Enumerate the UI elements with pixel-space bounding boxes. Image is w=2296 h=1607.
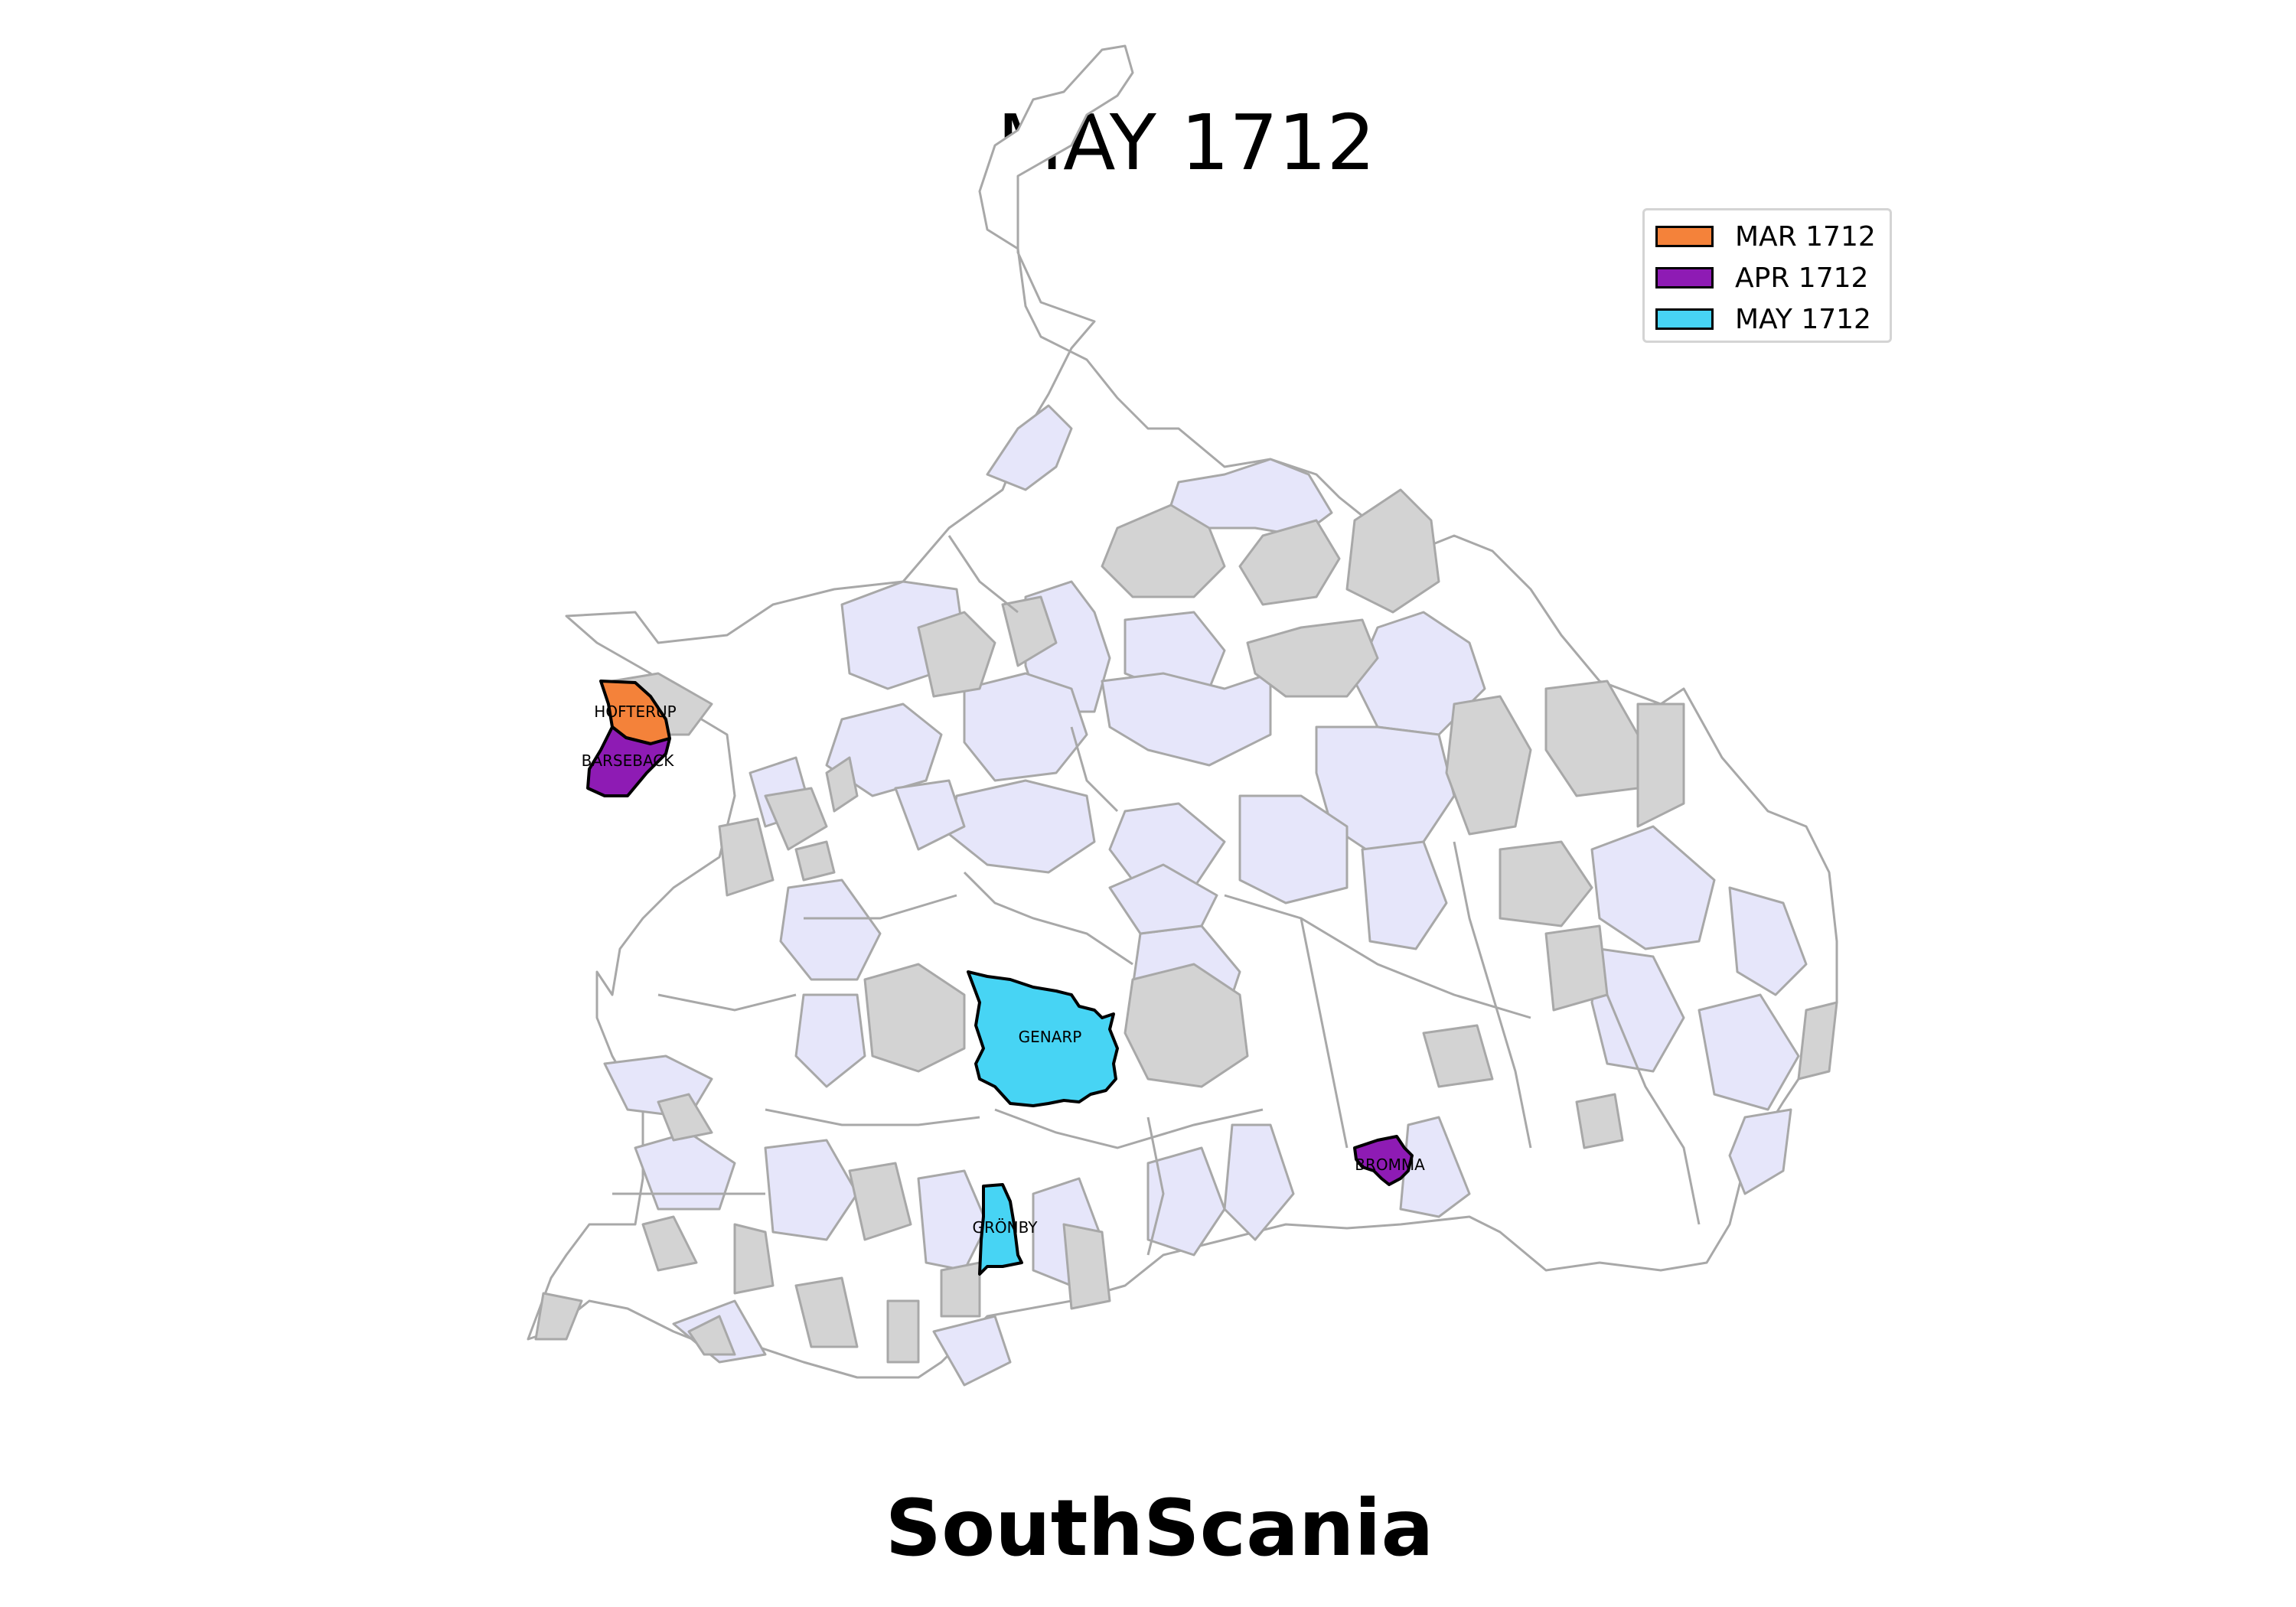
parish-barseback [586, 725, 671, 797]
parish [1445, 695, 1532, 836]
parish [894, 779, 966, 851]
parish [794, 840, 836, 882]
parish-labels: HOFTERUP BARSEBACK BROMMA GENARP GRÖNBY [582, 702, 1425, 1237]
label-barseback: BARSEBACK [582, 751, 675, 770]
boundary [1300, 918, 1349, 1149]
parish [657, 1093, 713, 1142]
parish [1636, 702, 1685, 828]
boundary [1070, 726, 1119, 813]
parish [1590, 825, 1716, 950]
boundary [1224, 894, 1531, 1019]
parish [718, 817, 775, 897]
parish [932, 1315, 1012, 1387]
legend-item-apr: APR 1712 [1655, 262, 1869, 294]
parish [534, 1292, 583, 1341]
parish [764, 1139, 859, 1241]
parish-gronby [978, 1183, 1023, 1276]
boundary [1453, 841, 1532, 1149]
label-genarp: GENARP [1019, 1028, 1082, 1046]
parish [863, 963, 966, 1073]
parish-boundaries [612, 535, 1701, 1256]
map-footer-region: SouthScania [885, 1483, 1434, 1574]
parish [917, 611, 996, 698]
parish [1361, 840, 1448, 950]
parish [1797, 1001, 1838, 1081]
boundary [963, 871, 1133, 966]
parish [848, 1162, 912, 1241]
parish [1223, 1123, 1295, 1241]
parish [963, 672, 1088, 782]
legend-swatch-may [1655, 308, 1714, 330]
parish [794, 1276, 859, 1348]
parish [947, 779, 1096, 874]
legend: MAR 1712 APR 1712 MAY 1712 [1642, 208, 1892, 343]
parish [1238, 519, 1341, 606]
parish [687, 1315, 736, 1356]
parish-bromma [1353, 1135, 1414, 1186]
parish [1238, 794, 1349, 905]
parish [1101, 672, 1272, 767]
parish [1499, 840, 1593, 927]
parish [733, 1223, 775, 1295]
parish [1146, 1146, 1226, 1257]
parish [779, 878, 882, 981]
parish [1345, 488, 1440, 614]
parish [1728, 886, 1808, 996]
parish [1246, 618, 1379, 698]
parish [825, 702, 943, 797]
label-gronby: GRÖNBY [973, 1218, 1039, 1237]
parish [1399, 1116, 1471, 1218]
parish-genarp [967, 970, 1119, 1107]
parish [1698, 993, 1800, 1111]
boundary [804, 894, 957, 920]
parish [1544, 924, 1609, 1012]
parish [1108, 863, 1218, 935]
legend-item-mar: MAR 1712 [1655, 220, 1876, 253]
parish [1575, 1093, 1624, 1149]
parish [917, 1169, 989, 1272]
legend-item-may: MAY 1712 [1655, 303, 1871, 335]
parish [1124, 963, 1249, 1088]
parish [794, 993, 866, 1088]
parish [886, 1299, 920, 1364]
boundary [657, 993, 797, 1012]
parish [764, 787, 828, 851]
legend-label: MAY 1712 [1735, 303, 1871, 335]
legend-swatch-mar [1655, 226, 1714, 247]
legend-swatch-apr [1655, 267, 1714, 288]
parish [1590, 947, 1685, 1073]
label-bromma: BROMMA [1355, 1156, 1425, 1174]
parish [641, 1215, 698, 1272]
parish [986, 404, 1073, 491]
legend-label: APR 1712 [1735, 262, 1869, 294]
boundary [765, 1108, 980, 1126]
legend-label: MAR 1712 [1735, 220, 1876, 253]
boundary [1606, 994, 1701, 1225]
parish [1001, 595, 1058, 667]
highlighted-parishes [586, 680, 1414, 1276]
parish [825, 756, 859, 813]
label-hofterup: HOFTERUP [594, 702, 676, 721]
grey-parishes [534, 488, 1838, 1364]
parish [940, 1261, 981, 1318]
parish [1728, 1108, 1792, 1195]
parish [1062, 1223, 1111, 1310]
visited-parishes [603, 404, 1808, 1387]
parish [1101, 504, 1226, 598]
boundary [1146, 1116, 1165, 1256]
parish [1422, 1024, 1494, 1088]
boundary [947, 535, 1019, 614]
boundary [994, 1108, 1264, 1149]
